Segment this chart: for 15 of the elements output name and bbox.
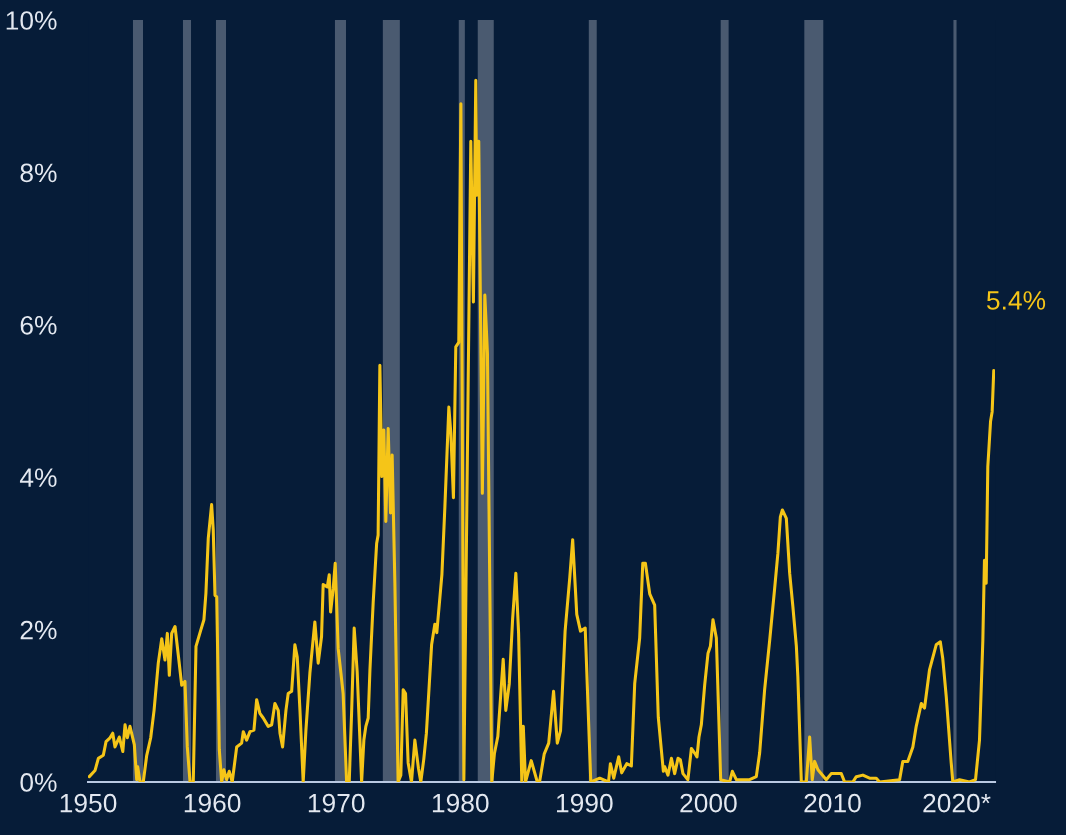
y-tick-label: 10% — [6, 11, 57, 30]
x-tick-label: 1960 — [184, 793, 241, 813]
x-tick-label: 2020* — [923, 793, 991, 813]
y-tick-label: 2% — [20, 620, 57, 640]
x-tick-label: 1990 — [556, 793, 613, 813]
y-tick-label: 4% — [19, 468, 57, 487]
y-tick-label: 6% — [20, 315, 57, 335]
y-tick-label: 8% — [20, 163, 57, 183]
annotation: 5.4% — [986, 291, 1046, 310]
x-tick-label: 2010 — [804, 793, 861, 813]
y-tick-label: 0% — [20, 773, 57, 792]
x-tick-label: 2000 — [680, 793, 737, 813]
x-tick-label: 1970 — [308, 793, 365, 813]
x-tick-label: 1950 — [60, 793, 117, 813]
x-tick-label: 1980 — [432, 793, 489, 813]
